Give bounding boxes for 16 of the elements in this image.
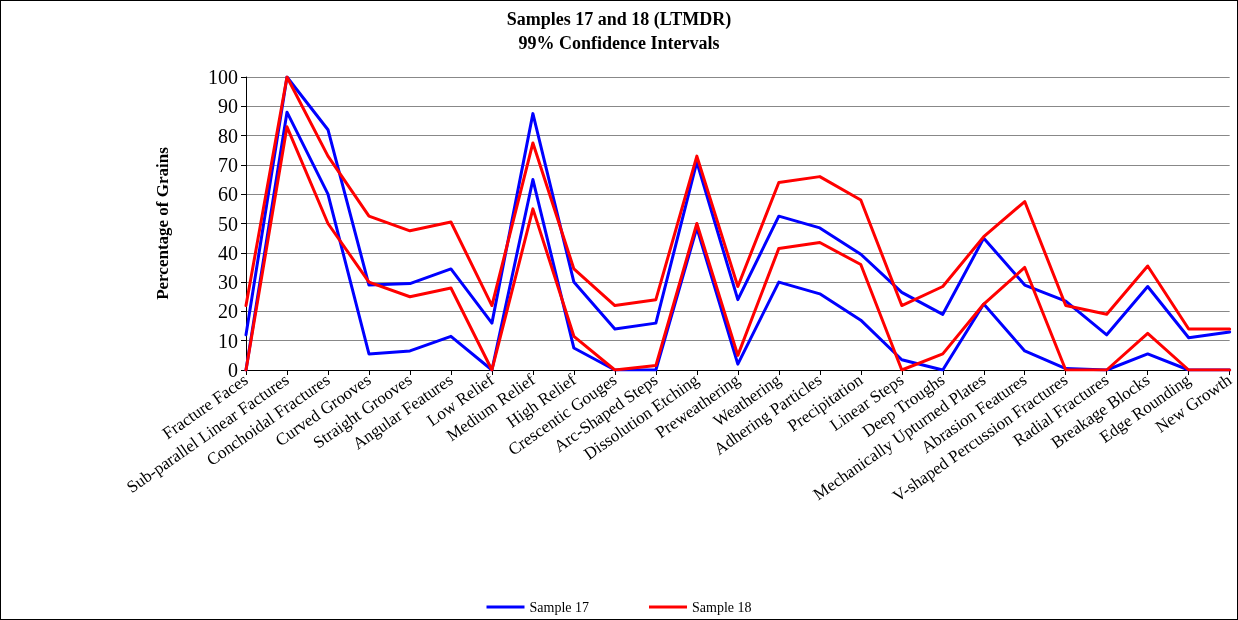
chart-title: Samples 17 and 18 (LTMDR) bbox=[506, 9, 732, 30]
y-tick-label: 0 bbox=[228, 359, 238, 381]
y-tick-label: 60 bbox=[218, 183, 238, 206]
y-tick-label: 90 bbox=[218, 95, 238, 118]
legend-label: Sample 18 bbox=[692, 599, 752, 615]
y-tick-label: 30 bbox=[218, 271, 238, 294]
chart-subtitle: 99% Confidence Intervals bbox=[518, 33, 720, 53]
y-tick-label: 100 bbox=[208, 66, 238, 88]
y-tick-label: 80 bbox=[218, 124, 238, 147]
legend-label: Sample 17 bbox=[529, 599, 590, 615]
y-tick-label: 10 bbox=[218, 329, 238, 352]
y-tick-label: 50 bbox=[218, 212, 238, 235]
y-tick-label: 40 bbox=[218, 241, 238, 264]
y-tick-label: 20 bbox=[218, 300, 238, 323]
y-tick-label: 70 bbox=[218, 153, 238, 176]
y-axis-title: Percentage of Grains bbox=[153, 146, 172, 300]
